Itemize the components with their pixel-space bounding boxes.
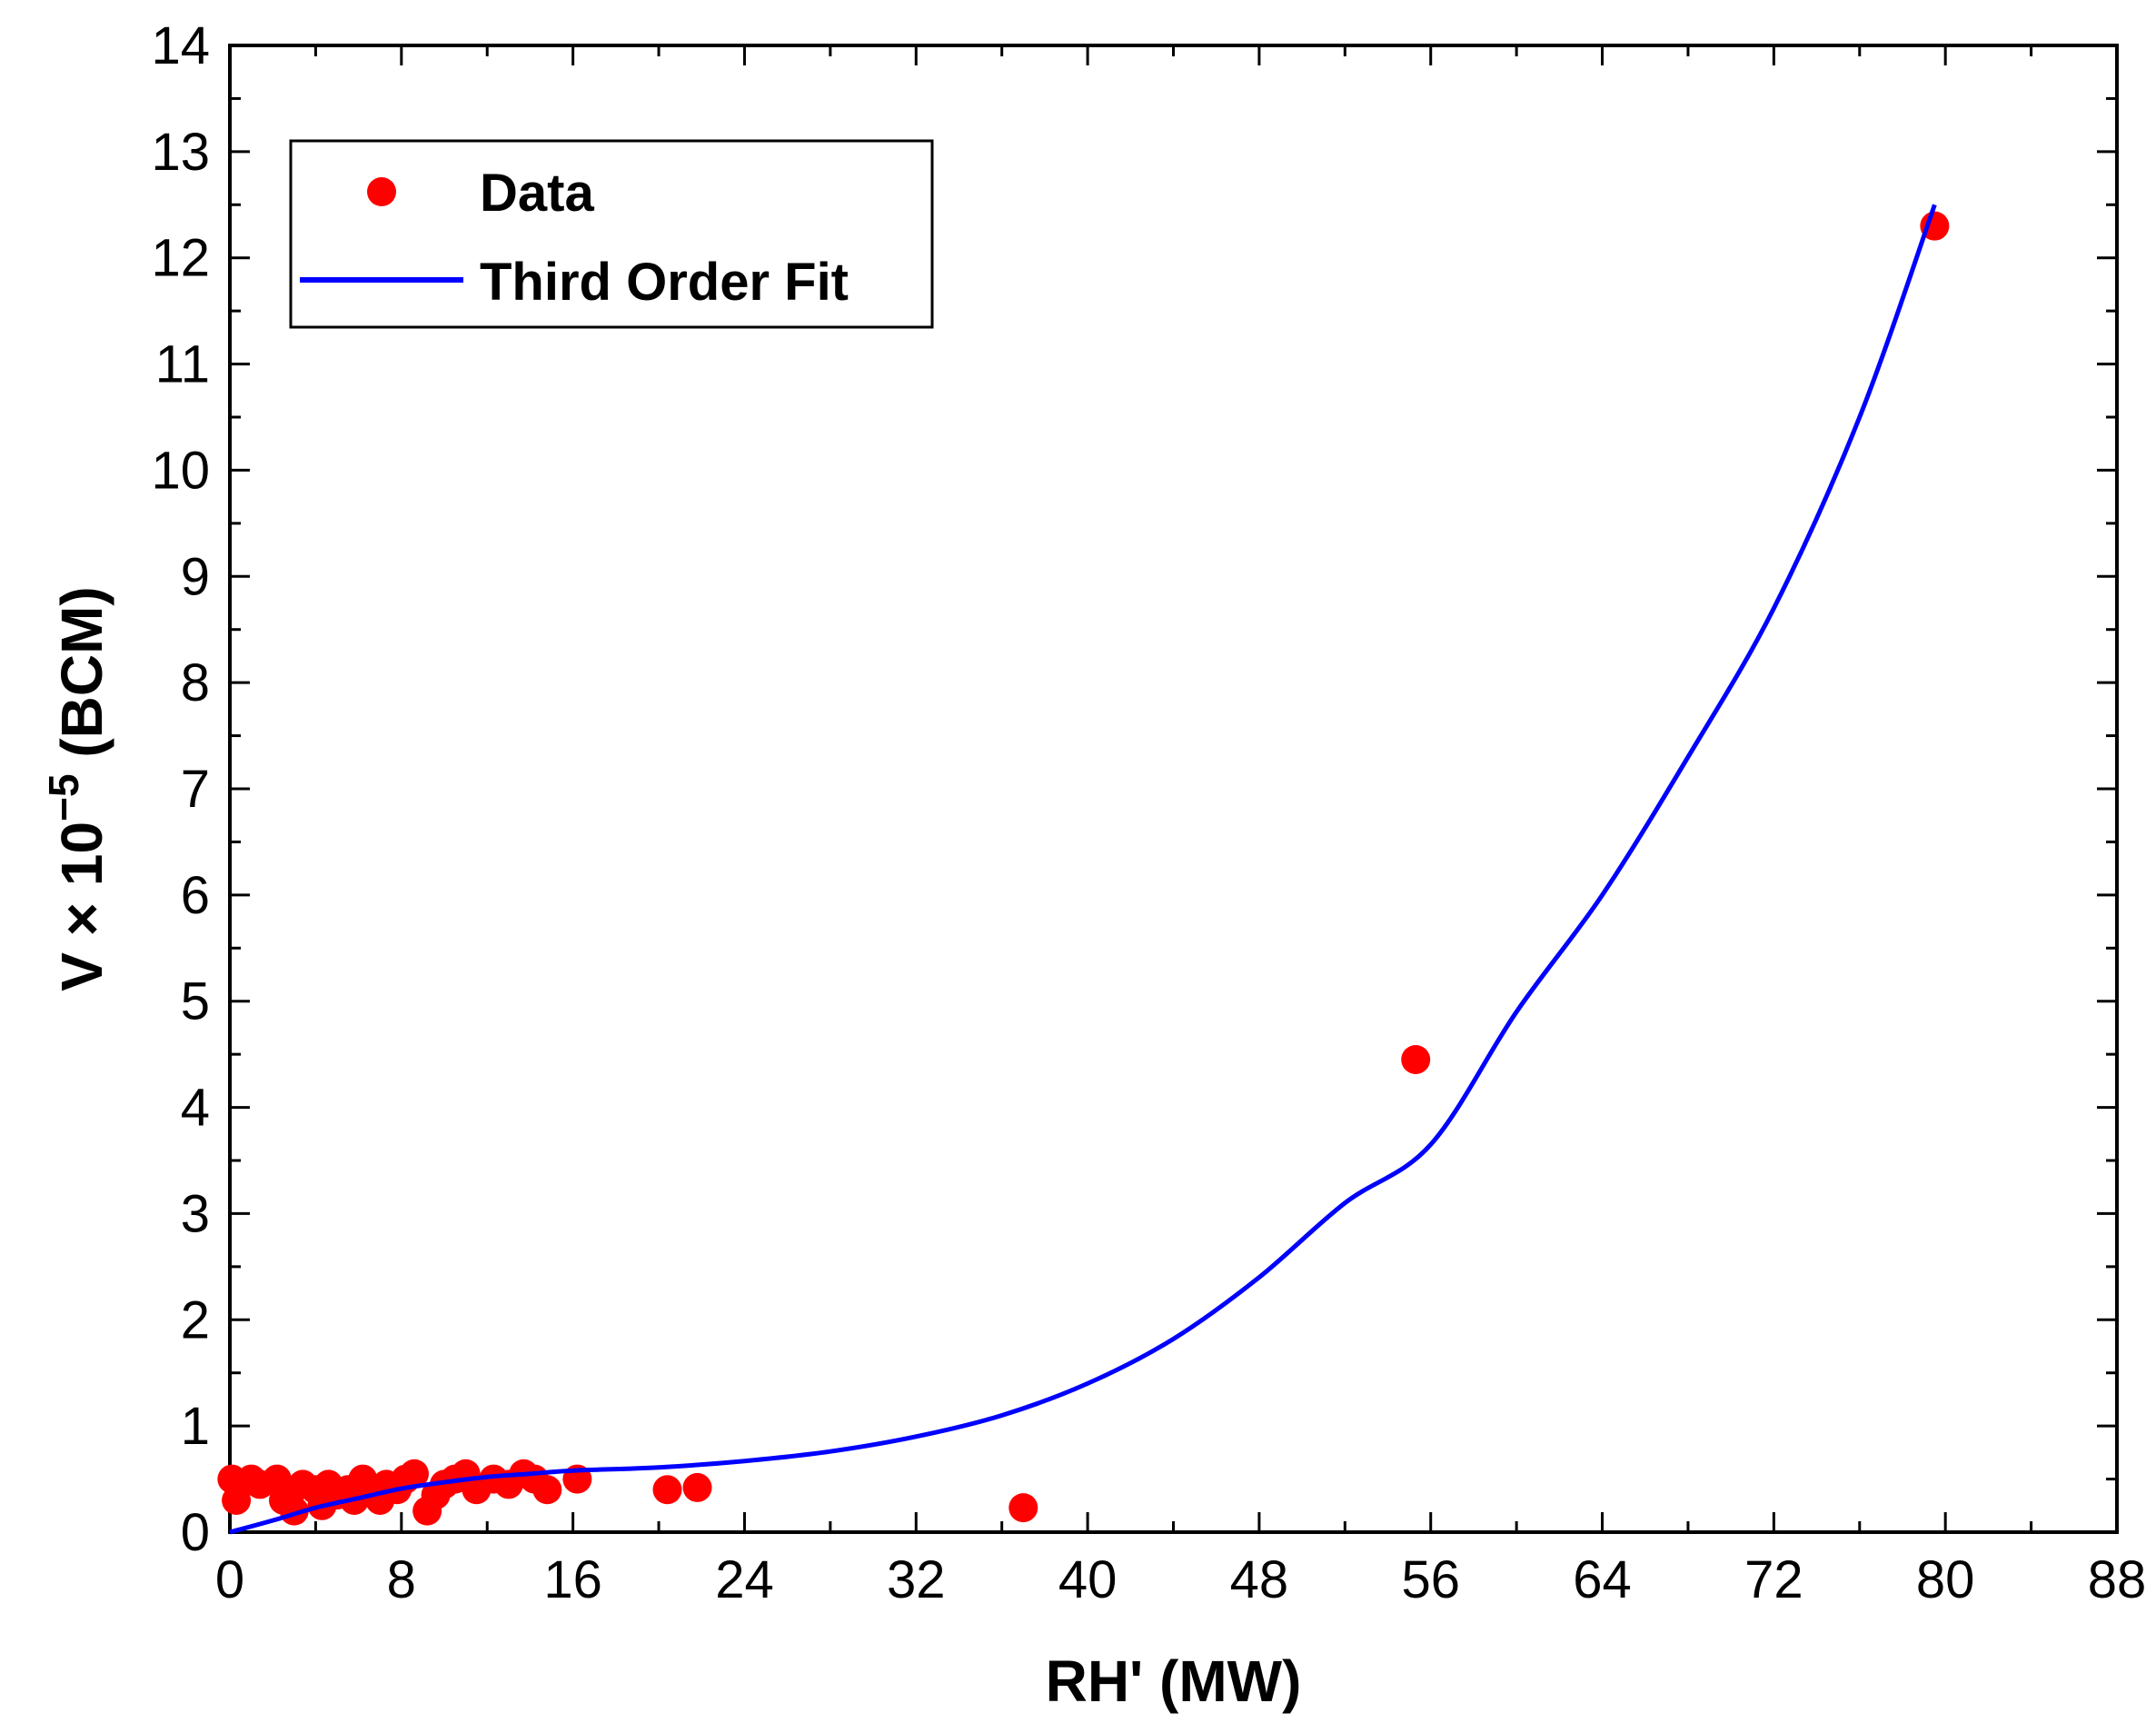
- y-tick-label: 10: [151, 441, 210, 500]
- y-tick-label: 14: [151, 16, 210, 75]
- x-axis-title: RH' (MW): [1046, 1648, 1302, 1714]
- legend-label-data: Data: [480, 164, 594, 223]
- axis-ticks: [228, 44, 2119, 1534]
- x-tick-label: 8: [387, 1550, 416, 1609]
- x-tick-label: 56: [1401, 1550, 1460, 1609]
- y-tick-label: 12: [151, 229, 210, 288]
- fit-line: [229, 204, 1937, 1535]
- x-tick-label: 0: [215, 1550, 244, 1609]
- y-tick-label: 9: [181, 547, 210, 606]
- data-point: [1401, 1044, 1431, 1074]
- x-tick-label: 64: [1573, 1550, 1632, 1609]
- data-point: [682, 1472, 712, 1502]
- data-point: [1920, 211, 1950, 241]
- y-axis-title: V × 10−5 (BCM): [40, 586, 114, 991]
- y-tick-label: 4: [181, 1079, 210, 1138]
- x-tick-label: 80: [1916, 1550, 1975, 1609]
- x-tick-label: 32: [887, 1550, 946, 1609]
- x-tick-label: 16: [543, 1550, 602, 1609]
- legend-box: [289, 139, 934, 329]
- y-tick-label: 8: [181, 653, 210, 712]
- y-axis-title-exponent: −5: [40, 773, 87, 821]
- legend-marker-data: [367, 177, 396, 206]
- y-tick-label: 13: [151, 123, 210, 182]
- y-tick-label: 2: [181, 1290, 210, 1350]
- x-tick-label: 24: [715, 1550, 774, 1609]
- y-axis-title-main: V × 10: [49, 822, 114, 991]
- data-point: [532, 1475, 562, 1505]
- data-point: [652, 1475, 682, 1505]
- x-tick-label: 88: [2088, 1550, 2147, 1609]
- y-tick-label: 6: [181, 866, 210, 925]
- x-axis-tick-labels: 0 8 16 24 32 40 48 56 64 72 80 88: [215, 1550, 2146, 1609]
- series-layer: [217, 204, 1950, 1535]
- legend-label-fit: Third Order Fit: [480, 253, 849, 312]
- data-point: [399, 1459, 429, 1489]
- legend: Data Third Order Fit: [289, 139, 934, 329]
- y-tick-label: 11: [155, 335, 210, 394]
- y-tick-label: 1: [181, 1397, 210, 1456]
- x-tick-label: 72: [1744, 1550, 1803, 1609]
- y-axis-title-unit: (BCM): [49, 586, 114, 773]
- x-tick-label: 48: [1230, 1550, 1289, 1609]
- x-tick-label: 40: [1058, 1550, 1118, 1609]
- y-tick-label: 5: [181, 972, 210, 1031]
- y-tick-label: 0: [181, 1503, 210, 1562]
- y-tick-label: 3: [181, 1184, 210, 1243]
- data-point: [1008, 1493, 1038, 1523]
- y-tick-label: 7: [181, 760, 210, 819]
